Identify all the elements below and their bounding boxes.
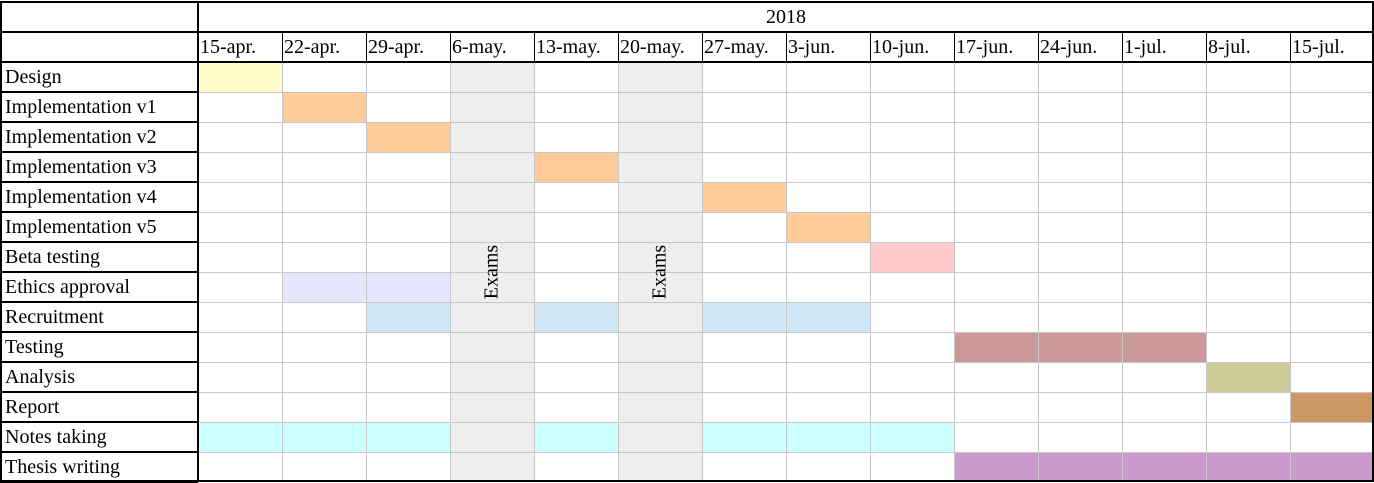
week-header-border: [870, 32, 871, 62]
label-row-border: [0, 181, 198, 183]
grid-line-vertical: [702, 62, 703, 482]
task-bar: [282, 92, 366, 122]
grid-line-vertical: [954, 62, 955, 482]
task-label: Implementation v5: [5, 216, 157, 238]
task-label: Implementation v4: [5, 186, 157, 208]
task-label: Thesis writing: [5, 456, 120, 478]
task-label: Ethics approval: [5, 276, 130, 298]
left-border: [0, 1, 2, 482]
grid-line-vertical: [1206, 62, 1207, 482]
week-header-border: [1290, 32, 1291, 62]
task-bar: [954, 452, 1374, 482]
task-bar: [198, 422, 450, 452]
year-label: 2018: [766, 6, 806, 28]
header-border: [0, 31, 1374, 33]
week-label: 22-apr.: [284, 36, 341, 58]
label-column-border: [197, 1, 199, 482]
label-row-border: [0, 151, 198, 153]
task-bar: [702, 422, 954, 452]
task-bar: [366, 302, 450, 332]
label-row-border: [0, 241, 198, 243]
week-label: 1-jul.: [1124, 36, 1167, 58]
week-header-border: [282, 32, 283, 62]
week-header-border: [450, 32, 451, 62]
week-label: 27-may.: [704, 36, 769, 58]
week-label: 20-may.: [620, 36, 685, 58]
label-row-border: [0, 361, 198, 363]
week-label: 10-jun.: [872, 36, 930, 58]
grid-line-vertical: [618, 62, 619, 482]
grid-line-vertical: [534, 62, 535, 482]
task-bar: [786, 212, 870, 242]
week-header-border: [786, 32, 787, 62]
task-bar: [534, 152, 618, 182]
task-label: Implementation v2: [5, 126, 157, 148]
label-row-border: [0, 391, 198, 393]
task-bar: [702, 182, 786, 212]
week-label: 15-apr.: [200, 36, 257, 58]
grid-line-vertical: [282, 62, 283, 482]
week-label: 17-jun.: [956, 36, 1014, 58]
label-row-border: [0, 331, 198, 333]
week-label: 8-jul.: [1208, 36, 1251, 58]
week-label: 24-jun.: [1040, 36, 1098, 58]
week-header-border: [1038, 32, 1039, 62]
week-header-border: [534, 32, 535, 62]
week-label: 13-may.: [536, 36, 601, 58]
week-header-border: [702, 32, 703, 62]
task-bar: [534, 302, 618, 332]
week-label: 29-apr.: [368, 36, 425, 58]
task-bar: [954, 332, 1206, 362]
grid-line-vertical: [450, 62, 451, 482]
week-header-border: [1122, 32, 1123, 62]
task-label: Implementation v3: [5, 156, 157, 178]
grid-line-vertical: [1038, 62, 1039, 482]
week-header-border: [1206, 32, 1207, 62]
task-label: Report: [5, 396, 60, 418]
week-header-border: [618, 32, 619, 62]
week-header-border: [366, 32, 367, 62]
task-label: Implementation v1: [5, 96, 157, 118]
label-row-border: [0, 211, 198, 213]
week-label: 6-may.: [452, 36, 507, 58]
week-label: 15-jul.: [1292, 36, 1345, 58]
task-label: Analysis: [5, 366, 75, 388]
label-row-border: [0, 91, 198, 93]
grid-line-vertical: [870, 62, 871, 482]
task-bar: [366, 122, 450, 152]
label-row-border: [0, 121, 198, 123]
week-label: 3-jun.: [788, 36, 836, 58]
label-row-border: [0, 451, 198, 453]
header-border: [0, 1, 1374, 3]
bottom-border: [0, 480, 1374, 482]
label-row-border: [0, 421, 198, 423]
label-row-border: [0, 271, 198, 273]
task-label: Testing: [5, 336, 64, 358]
task-label: Beta testing: [5, 246, 100, 268]
exam-label: Exams: [648, 244, 671, 300]
task-bar: [870, 242, 954, 272]
header-border: [0, 61, 1374, 63]
right-border: [1372, 1, 1374, 482]
exam-label: Exams: [480, 244, 503, 300]
task-bar: [1206, 362, 1290, 392]
task-bar: [198, 62, 282, 92]
grid-line-vertical: [1290, 62, 1291, 482]
task-label: Recruitment: [5, 306, 104, 328]
task-label: Notes taking: [5, 426, 107, 448]
grid-line-vertical: [366, 62, 367, 482]
task-label: Design: [5, 66, 62, 88]
task-bar: [534, 422, 618, 452]
week-header-border: [954, 32, 955, 62]
label-row-border: [0, 301, 198, 303]
grid-line-vertical: [786, 62, 787, 482]
grid-line-vertical: [1122, 62, 1123, 482]
task-bar: [1290, 392, 1374, 422]
